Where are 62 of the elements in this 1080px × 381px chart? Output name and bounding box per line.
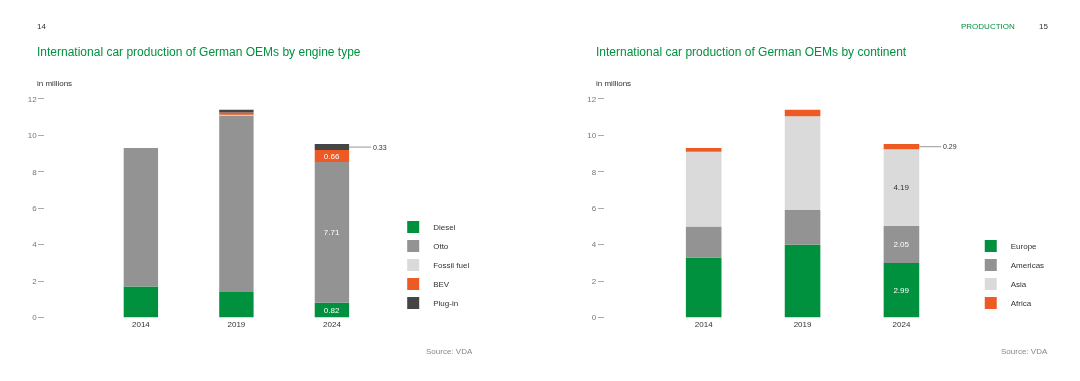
bar xyxy=(685,257,722,318)
bar xyxy=(685,226,722,258)
bar xyxy=(219,292,254,318)
data-label: 4.19 xyxy=(893,183,910,193)
y-tick-label: 6 xyxy=(32,204,38,214)
y-tick-label: 4 xyxy=(32,240,38,250)
bar xyxy=(784,210,821,245)
y-axis-title: in millions xyxy=(596,79,632,88)
x-tick-label: 2014 xyxy=(131,319,151,329)
x-tick-label: 2019 xyxy=(227,319,246,329)
data-label: 2.99 xyxy=(893,285,910,295)
chart-title: International car production of German OEMs by engine type xyxy=(37,45,361,59)
y-tick-label: 12 xyxy=(587,94,597,104)
legend-label: BEV xyxy=(433,280,450,290)
bar xyxy=(219,115,254,293)
bar xyxy=(883,225,920,264)
data-label: 7.71 xyxy=(323,227,340,237)
text: PRODUCTION xyxy=(961,22,1015,31)
y-axis-title: in millions xyxy=(37,79,73,88)
y-tick-label: 0 xyxy=(32,313,38,323)
y-tick-label: 8 xyxy=(32,167,38,177)
x-tick-label: 2024 xyxy=(323,319,342,329)
legend-label: Africa xyxy=(1010,299,1032,309)
bar xyxy=(784,244,821,318)
legend-label: Asia xyxy=(1010,280,1027,290)
chart-title: International car production of German OEMs by continent xyxy=(596,45,907,59)
bar xyxy=(685,148,722,152)
y-tick-label: 8 xyxy=(591,167,597,177)
legend-label: Fossil fuel xyxy=(433,261,470,271)
legend-label: Plug-in xyxy=(433,299,459,309)
x-tick-label: 2014 xyxy=(694,319,714,329)
bar xyxy=(883,144,920,150)
bar xyxy=(314,162,350,303)
legend-label: Otto xyxy=(433,242,449,252)
x-tick-label: 2024 xyxy=(892,319,911,329)
bar xyxy=(314,144,350,151)
text: 15 xyxy=(1039,22,1049,31)
legend-label: Americas xyxy=(1010,261,1045,271)
bar xyxy=(883,149,920,226)
y-tick-label: 2 xyxy=(32,276,38,286)
bar xyxy=(784,109,821,117)
y-tick-label: 10 xyxy=(27,131,38,141)
x-tick-label: 2019 xyxy=(793,319,813,329)
y-tick-label: 2 xyxy=(591,276,597,286)
legend-label: Diesel xyxy=(433,223,456,233)
source-note: Source: VDA xyxy=(1001,347,1048,356)
y-tick-label: 6 xyxy=(591,204,597,214)
bar xyxy=(685,151,722,227)
bar xyxy=(883,263,920,318)
bar xyxy=(784,116,821,211)
bar xyxy=(123,148,159,287)
legend-label: Europe xyxy=(1010,242,1038,252)
y-tick-label: 12 xyxy=(27,94,38,104)
y-tick-label: 0 xyxy=(591,313,597,323)
bar xyxy=(123,286,159,318)
y-tick-label: 10 xyxy=(587,131,597,141)
y-tick-label: 4 xyxy=(591,240,597,250)
data-label: 0.82 xyxy=(323,305,340,315)
source-note: Source: VDA xyxy=(426,347,473,356)
text: 14 xyxy=(37,22,47,31)
data-label: 0.66 xyxy=(323,151,340,161)
data-label: 2.05 xyxy=(893,239,910,249)
